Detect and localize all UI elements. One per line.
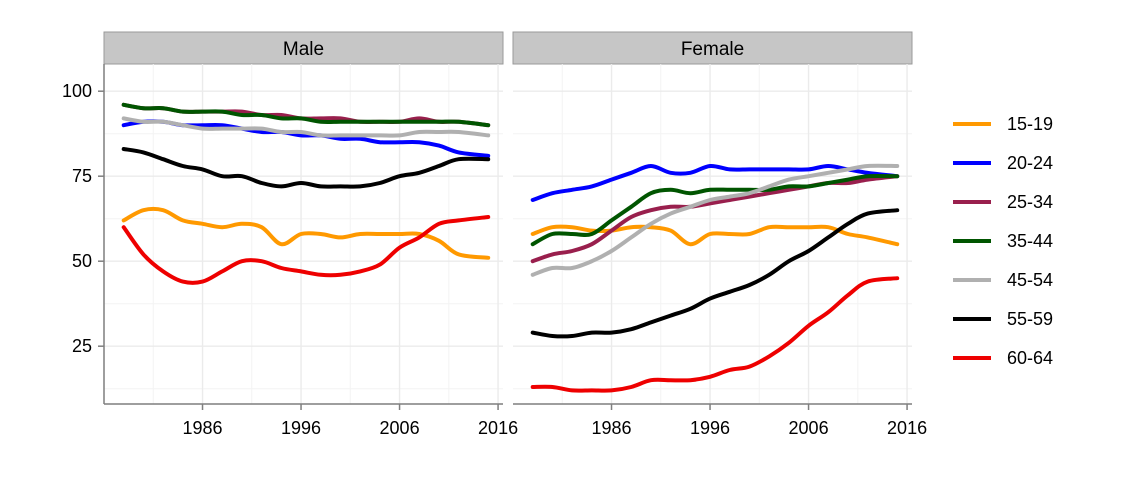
legend-label: 20-24 xyxy=(1007,153,1053,173)
x-tick-label: 2006 xyxy=(789,418,829,438)
legend-item-20-24: 20-24 xyxy=(953,153,1053,173)
series-line-male-35-44 xyxy=(121,102,491,128)
series-line-female-45-54 xyxy=(530,163,900,277)
legend-label: 35-44 xyxy=(1007,231,1053,251)
legend-item-60-64: 60-64 xyxy=(953,348,1053,368)
legend-item-35-44: 35-44 xyxy=(953,231,1053,251)
y-tick-label: 75 xyxy=(72,166,92,186)
x-axis-female: 1986 1996 2006 2016 xyxy=(513,403,927,438)
series-line-male-55-59 xyxy=(121,147,491,189)
series-line-female-60-64 xyxy=(530,276,900,393)
series-line-male-15-19 xyxy=(121,206,491,260)
legend-item-45-54: 45-54 xyxy=(953,270,1053,290)
x-tick-label: 2016 xyxy=(478,418,518,438)
legend-label: 15-19 xyxy=(1007,114,1053,134)
strip-male xyxy=(103,31,504,65)
series-line-male-20-24 xyxy=(121,119,491,158)
y-tick-label: 100 xyxy=(62,81,92,101)
series-line-male-45-54 xyxy=(121,116,491,138)
panels-layer: Male 1986 1996 2006 2016 Female 1986 1996 2006 20… xyxy=(103,31,927,438)
x-tick-label: 2006 xyxy=(380,418,420,438)
series-line-male-60-64 xyxy=(121,215,491,285)
series-line-female-15-19 xyxy=(530,224,900,247)
series-lines-male xyxy=(121,102,491,285)
x-tick-label: 1986 xyxy=(182,418,222,438)
legend-label: 25-34 xyxy=(1007,192,1053,212)
panel-female: Female 1986 1996 2006 2016 xyxy=(512,31,927,438)
x-tick-label: 2016 xyxy=(887,418,927,438)
legend-item-15-19: 15-19 xyxy=(953,114,1053,134)
series-line-female-55-59 xyxy=(530,208,900,339)
y-tick-label: 25 xyxy=(72,336,92,356)
strip-label-female: Female xyxy=(681,39,744,60)
legend-label: 60-64 xyxy=(1007,348,1053,368)
legend-item-55-59: 55-59 xyxy=(953,309,1053,329)
x-tick-label: 1996 xyxy=(690,418,730,438)
series-line-female-35-44 xyxy=(530,173,900,247)
legend-label: 55-59 xyxy=(1007,309,1053,329)
y-axis: 25 50 75 100 xyxy=(62,64,105,404)
strip-label-male: Male xyxy=(283,39,324,60)
series-lines-female xyxy=(530,163,900,393)
x-tick-label: 1986 xyxy=(591,418,631,438)
y-tick-label: 50 xyxy=(72,251,92,271)
legend: 15-19 20-24 25-34 35-44 45-54 55-59 60-64 xyxy=(953,114,1053,368)
panel-male: Male 1986 1996 2006 2016 xyxy=(103,31,518,438)
legend-item-25-34: 25-34 xyxy=(953,192,1053,212)
strip-female xyxy=(512,31,913,65)
legend-label: 45-54 xyxy=(1007,270,1053,290)
x-axis-male: 1986 1996 2006 2016 xyxy=(104,403,518,438)
x-tick-label: 1996 xyxy=(281,418,321,438)
series-line-female-20-24 xyxy=(530,163,900,202)
